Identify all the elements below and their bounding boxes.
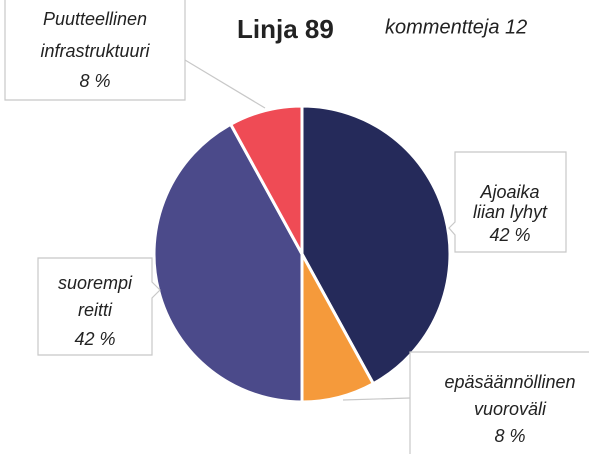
callout-box: [37, 257, 161, 356]
slice-value-label: 8 %: [494, 426, 525, 446]
pie-slice: [300, 104, 452, 386]
callout-line: [184, 59, 266, 109]
slice-label: liian lyhyt: [473, 202, 548, 222]
slice-value-label: 42 %: [489, 225, 530, 245]
pie-slice: [228, 104, 304, 255]
slice-value-label: 8 %: [79, 71, 110, 91]
chart-subtitle: kommentteja 12: [385, 16, 527, 38]
callout-line: [342, 397, 411, 401]
callouts: [4, 0, 589, 454]
slice-label: epäsäännöllinen: [444, 372, 575, 392]
slice-label: Puutteellinen: [43, 9, 147, 29]
slice-label: suorempi: [58, 273, 133, 293]
pie: [152, 104, 452, 404]
slice-label: infrastruktuuri: [40, 41, 150, 61]
slice-value-label: 42 %: [74, 329, 115, 349]
slice-label: reitti: [78, 300, 113, 320]
slice-label: vuoroväli: [474, 399, 547, 419]
callout-box: [4, 0, 186, 101]
callout-box: [448, 151, 567, 253]
chart-title: Linja 89: [237, 14, 334, 44]
slice-label: Ajoaika: [479, 182, 539, 202]
callout-box: [409, 351, 589, 454]
